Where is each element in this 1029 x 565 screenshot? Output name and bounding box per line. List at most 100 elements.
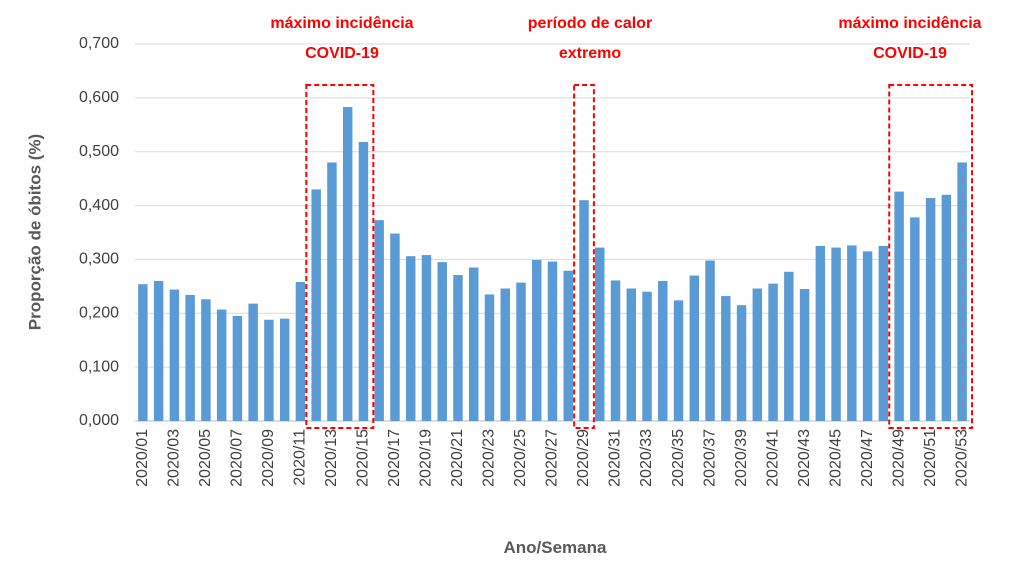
y-tick-label: 0,300 [79,251,119,268]
bar [390,233,400,421]
bar [405,256,416,421]
y-tick-label: 0,100 [79,358,119,375]
x-tick-label: 2020/01 [134,429,151,487]
bar [500,288,510,421]
bar [705,260,715,421]
bar [201,299,211,421]
x-tick-label: 2020/23 [481,429,498,487]
bar [532,259,542,421]
annotation: COVID-19 [305,45,379,62]
bar [153,280,164,421]
annotation: máximo incidência [270,15,413,32]
bar [374,220,384,421]
bar [673,300,684,421]
bar [847,245,857,421]
bar [910,217,920,421]
bar [453,275,463,421]
bar [484,294,495,421]
bar [610,280,621,421]
x-tick-label: 2020/43 [796,429,813,487]
y-axis-title: Proporção de óbitos (%) [25,134,44,330]
x-tick-label: 2020/19 [418,429,435,487]
bar [689,275,700,421]
y-tick-label: 0,000 [79,412,119,429]
bar [752,288,763,421]
bar [279,318,290,421]
annotation: extremo [559,45,621,62]
bar [547,261,558,421]
bar [799,289,810,421]
bar [736,305,747,421]
bar [862,251,873,421]
bar [185,294,195,421]
highlight-box [888,84,974,429]
x-tick-label: 2020/41 [764,429,781,487]
x-tick-label: 2020/27 [544,429,561,487]
x-tick-label: 2020/11 [292,429,309,486]
bar [595,247,605,421]
bar [311,189,321,421]
bar [264,319,274,421]
x-tick-label: 2020/39 [733,429,750,487]
annotation: máximo incidência [838,15,981,32]
x-tick-label: 2020/37 [701,429,718,487]
x-tick-label: 2020/31 [607,429,624,487]
bar [815,245,826,421]
bar [925,198,936,421]
x-tick-label: 2020/21 [449,429,466,487]
highlight-box [573,84,595,429]
bar [232,315,243,421]
bar [516,282,526,421]
y-tick-label: 0,700 [79,35,119,52]
bar [138,284,148,421]
bar [295,282,306,421]
bar [327,162,337,421]
x-tick-label: 2020/05 [197,429,214,487]
y-tick-label: 0,600 [79,89,119,106]
bar [957,162,967,421]
x-tick-label: 2020/45 [827,429,844,487]
annotation: período de calor [528,15,652,32]
bar [469,267,479,421]
x-tick-label: 2020/13 [323,429,340,487]
bar [878,245,889,421]
x-tick-label: 2020/35 [670,429,687,487]
x-tick-label: 2020/09 [260,429,277,487]
highlight-box [305,84,375,429]
x-tick-label: 2020/33 [638,429,655,487]
x-tick-label: 2020/17 [386,429,403,487]
x-tick-label: 2020/25 [512,429,529,487]
bar [768,283,778,421]
x-tick-label: 2020/03 [166,429,183,487]
annotation: COVID-19 [873,45,947,62]
bar [831,247,841,421]
x-tick-label: 2020/15 [355,429,372,487]
bar [342,107,353,422]
bar [437,262,447,421]
bar [421,255,432,421]
bar [216,309,227,421]
x-tick-label: 2020/53 [953,429,970,487]
bar [721,296,731,421]
bar [358,142,369,421]
x-tick-label: 2020/51 [922,429,939,487]
x-axis-title: Ano/Semana [504,538,608,557]
x-tick-label: 2020/07 [229,429,246,487]
y-tick-label: 0,500 [79,143,119,160]
y-tick-label: 0,400 [79,197,119,214]
x-tick-label: 2020/49 [890,429,907,487]
bar [941,194,952,421]
bar [784,271,794,421]
y-tick-label: 0,200 [79,305,119,322]
bar [579,200,589,421]
bar [894,191,904,421]
bar [642,291,652,421]
bar [658,280,668,421]
bar [248,303,258,421]
bar [563,270,573,421]
bar [626,288,636,421]
x-tick-label: 2020/47 [859,429,876,487]
x-tick-label: 2020/29 [575,429,592,487]
bar [169,289,180,421]
